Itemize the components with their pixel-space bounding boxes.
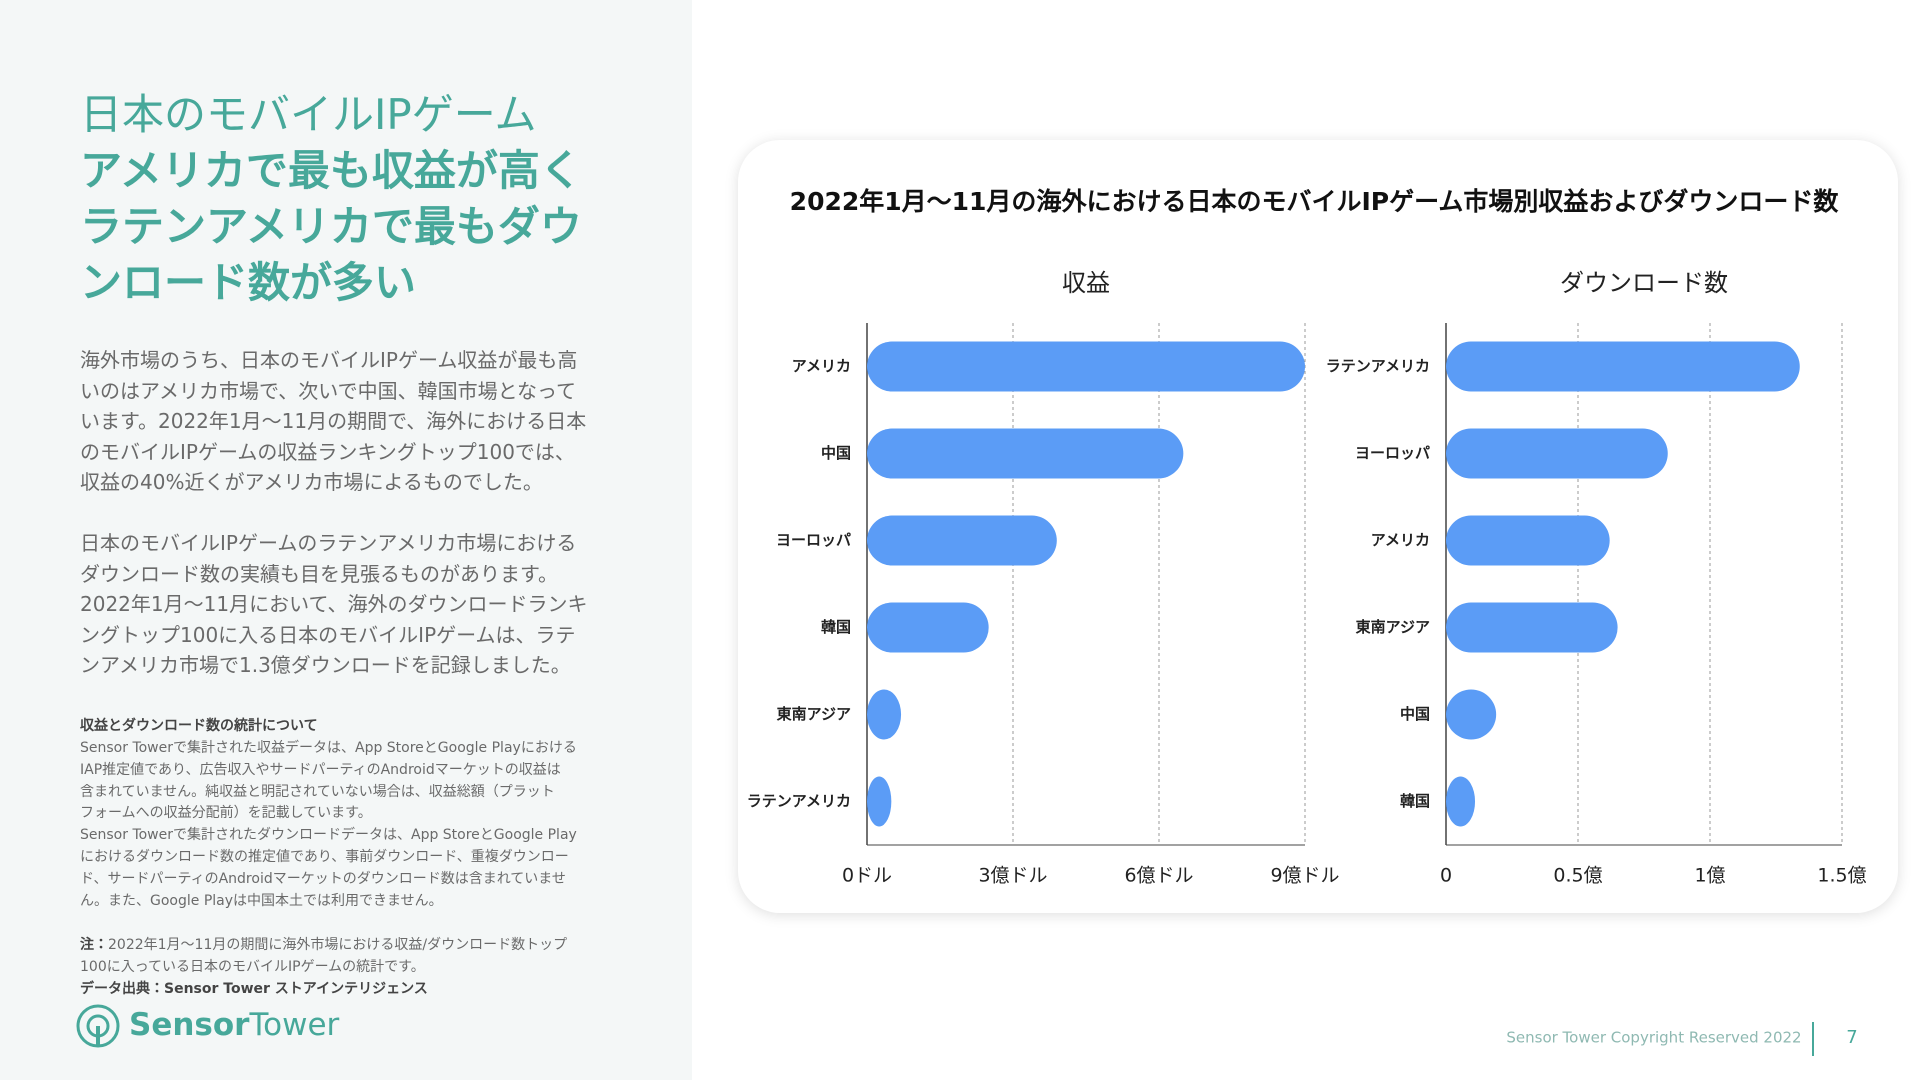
text-line: 収益の40%近くがアメリカ市場によるものでした。 bbox=[80, 470, 543, 494]
y-tick-label: 東南アジア bbox=[777, 705, 851, 723]
logo-text: SensorTower bbox=[129, 1007, 339, 1043]
text-line: いのはアメリカ市場で、次いで中国、韓国市場となって bbox=[80, 378, 576, 403]
y-tick-label: 中国 bbox=[1400, 705, 1430, 723]
note-title: 収益とダウンロード数の統計について bbox=[80, 718, 318, 734]
text-line: 日本のモバイルIPゲームのラテンアメリカ市場における bbox=[80, 531, 577, 555]
side-panel: 日本のモバイルIPゲーム アメリカで最も収益が高く ラテンアメリカで最もダウ ンロー… bbox=[0, 0, 692, 1080]
text-line: Sensor Towerで集計されたダウンロードデータは、App StoreとG… bbox=[80, 827, 577, 844]
y-tick-label: 韓国 bbox=[1400, 792, 1430, 810]
text-line: のモバイルIPゲームの収益ランキングトップ100では、 bbox=[80, 439, 575, 464]
text-line: フォームへの収益分配前）を記載しています。 bbox=[80, 805, 372, 822]
text-line: におけるダウンロード数の推定値であり、事前ダウンロード、重複ダウンロー bbox=[80, 848, 569, 865]
text-line: ダウンロード数の実績も目を見張るものがあります。 bbox=[80, 561, 558, 586]
bar bbox=[867, 341, 1305, 392]
y-tick-label: 東南アジア bbox=[1356, 618, 1430, 636]
text-line: 含まれていません。純収益と明記されていない場合は、収益総額（プラット bbox=[80, 783, 555, 800]
bar bbox=[1446, 428, 1668, 479]
y-tick-label: アメリカ bbox=[1371, 531, 1430, 549]
bar bbox=[867, 428, 1184, 479]
note-label: 注： bbox=[80, 937, 108, 953]
paragraph: 海外市場のうち、日本のモバイルIPゲーム収益が最も高 いのはアメリカ市場で、次いで… bbox=[80, 345, 586, 498]
x-tick-label: 0.5億 bbox=[1553, 865, 1602, 887]
text-line: ラテンアメリカで最もダウ bbox=[80, 202, 582, 251]
y-tick-label: ラテンアメリカ bbox=[1326, 357, 1430, 375]
bar bbox=[1446, 515, 1610, 566]
bar bbox=[867, 602, 989, 653]
text-line: ンロード数が多い bbox=[80, 258, 417, 307]
logo-icon bbox=[76, 1004, 120, 1048]
text-line: 2022年1月～11月において、海外のダウンロードランキ bbox=[80, 592, 588, 616]
page-number: 7 bbox=[1846, 1027, 1857, 1048]
bar bbox=[1446, 341, 1800, 392]
paragraph: 日本のモバイルIPゲームのラテンアメリカ市場における ダウンロード数の実績も目を見… bbox=[80, 528, 587, 681]
bar bbox=[1446, 776, 1476, 827]
x-tick-label: 1億 bbox=[1694, 865, 1725, 887]
logo-part: Tower bbox=[249, 1007, 340, 1043]
subplot-title: 収益 bbox=[1062, 269, 1110, 297]
y-tick-label: 韓国 bbox=[821, 618, 851, 636]
note-line: 100に入っている日本のモバイルIPゲームの統計です。 bbox=[80, 958, 425, 975]
y-tick-label: ラテンアメリカ bbox=[747, 792, 851, 810]
x-tick-label: 3億ドル bbox=[978, 865, 1047, 887]
bar bbox=[867, 776, 892, 827]
text-line: ングトップ100に入る日本のモバイルIPゲームは、ラテ bbox=[80, 622, 576, 647]
x-tick-label: 9億ドル bbox=[1270, 865, 1339, 887]
y-tick-label: ヨーロッパ bbox=[776, 531, 851, 549]
text-line: IAP推定値であり、広告収入やサードパーティのAndroidマーケットの収益は bbox=[80, 761, 561, 778]
y-tick-label: ヨーロッパ bbox=[1355, 444, 1430, 462]
text-line: Sensor Towerで集計された収益データは、App StoreとGoogl… bbox=[80, 740, 577, 756]
copyright: Sensor Tower Copyright Reserved 2022 bbox=[1506, 1029, 1801, 1047]
bar bbox=[1446, 602, 1618, 653]
text-line: ド、サードパーティのAndroidマーケットのダウンロード数は含まれていませ bbox=[80, 870, 566, 887]
logo-part: Sensor bbox=[129, 1007, 250, 1043]
subplot-title: ダウンロード数 bbox=[1560, 269, 1728, 297]
text-line: います。2022年1月～11月の期間で、海外における日本 bbox=[80, 409, 587, 433]
y-tick-label: アメリカ bbox=[792, 357, 851, 375]
x-tick-label: 0ドル bbox=[842, 865, 892, 887]
bar bbox=[1446, 689, 1497, 740]
x-tick-label: 6億ドル bbox=[1124, 865, 1193, 887]
chart-title: 2022年1月～11月の海外における日本のモバイルIPゲーム市場別収益およびダウ… bbox=[790, 187, 1840, 216]
text-line: 海外市場のうち、日本のモバイルIPゲーム収益が最も高 bbox=[80, 348, 578, 372]
note-line: 2022年1月～11月の期間に海外市場における収益/ダウンロード数トップ bbox=[108, 937, 568, 953]
text-line: ん。また、Google Playは中国本土では利用できません。 bbox=[80, 892, 443, 909]
x-tick-label: 1.5億 bbox=[1817, 865, 1866, 887]
note-body: Sensor Towerで集計された収益データは、App StoreとGoogl… bbox=[80, 738, 577, 912]
headline: アメリカで最も収益が高く ラテンアメリカで最もダウ ンロード数が多い bbox=[80, 143, 582, 311]
note: 注：2022年1月～11月の期間に海外市場における収益/ダウンロード数トップ 10… bbox=[80, 935, 567, 979]
title-line: 日本のモバイルIPゲーム bbox=[80, 90, 537, 139]
text-line: アメリカで最も収益が高く bbox=[80, 146, 582, 195]
text-line: ンアメリカ市場で1.3億ダウンロードを記録しました。 bbox=[80, 653, 571, 677]
y-tick-label: 中国 bbox=[821, 444, 851, 462]
bar bbox=[867, 515, 1057, 566]
source: データ出典：Sensor Tower ストアインテリジェンス bbox=[80, 981, 428, 997]
bar bbox=[867, 689, 902, 740]
x-tick-label: 0 bbox=[1440, 865, 1452, 887]
